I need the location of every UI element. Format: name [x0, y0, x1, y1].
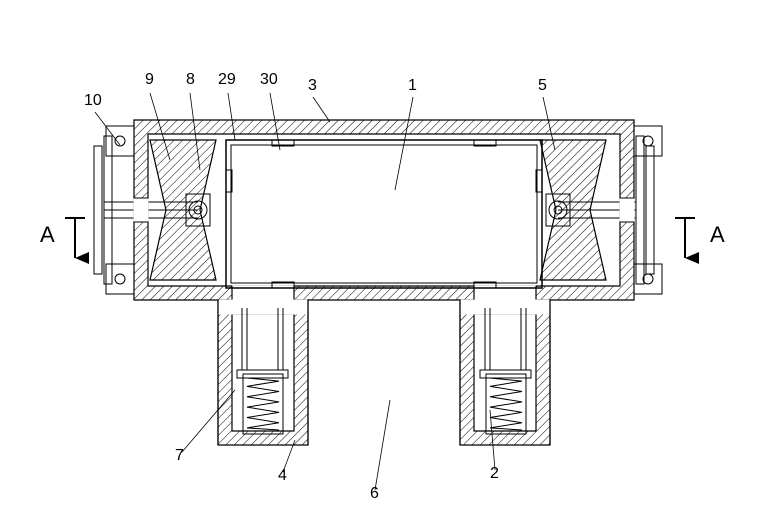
section-marker-A-right: A: [710, 222, 725, 247]
label-1: 1: [408, 77, 417, 94]
side-assemblies: [94, 126, 662, 294]
label-3: 3: [308, 77, 317, 94]
label-6: 6: [370, 485, 379, 502]
label-2: 2: [490, 465, 499, 482]
label-9: 9: [145, 71, 154, 88]
label-8: 8: [186, 71, 195, 88]
section-marker-A-left: A: [40, 222, 55, 247]
label-30: 30: [260, 71, 278, 88]
label-5: 5: [538, 77, 547, 94]
inner-chamber: [226, 140, 542, 288]
leg-internals: [237, 308, 531, 434]
diagram-canvas: 109829303157462 AA: [0, 0, 767, 524]
label-29: 29: [218, 71, 236, 88]
label-10: 10: [84, 92, 102, 109]
label-7: 7: [175, 447, 184, 464]
label-4: 4: [278, 467, 287, 484]
